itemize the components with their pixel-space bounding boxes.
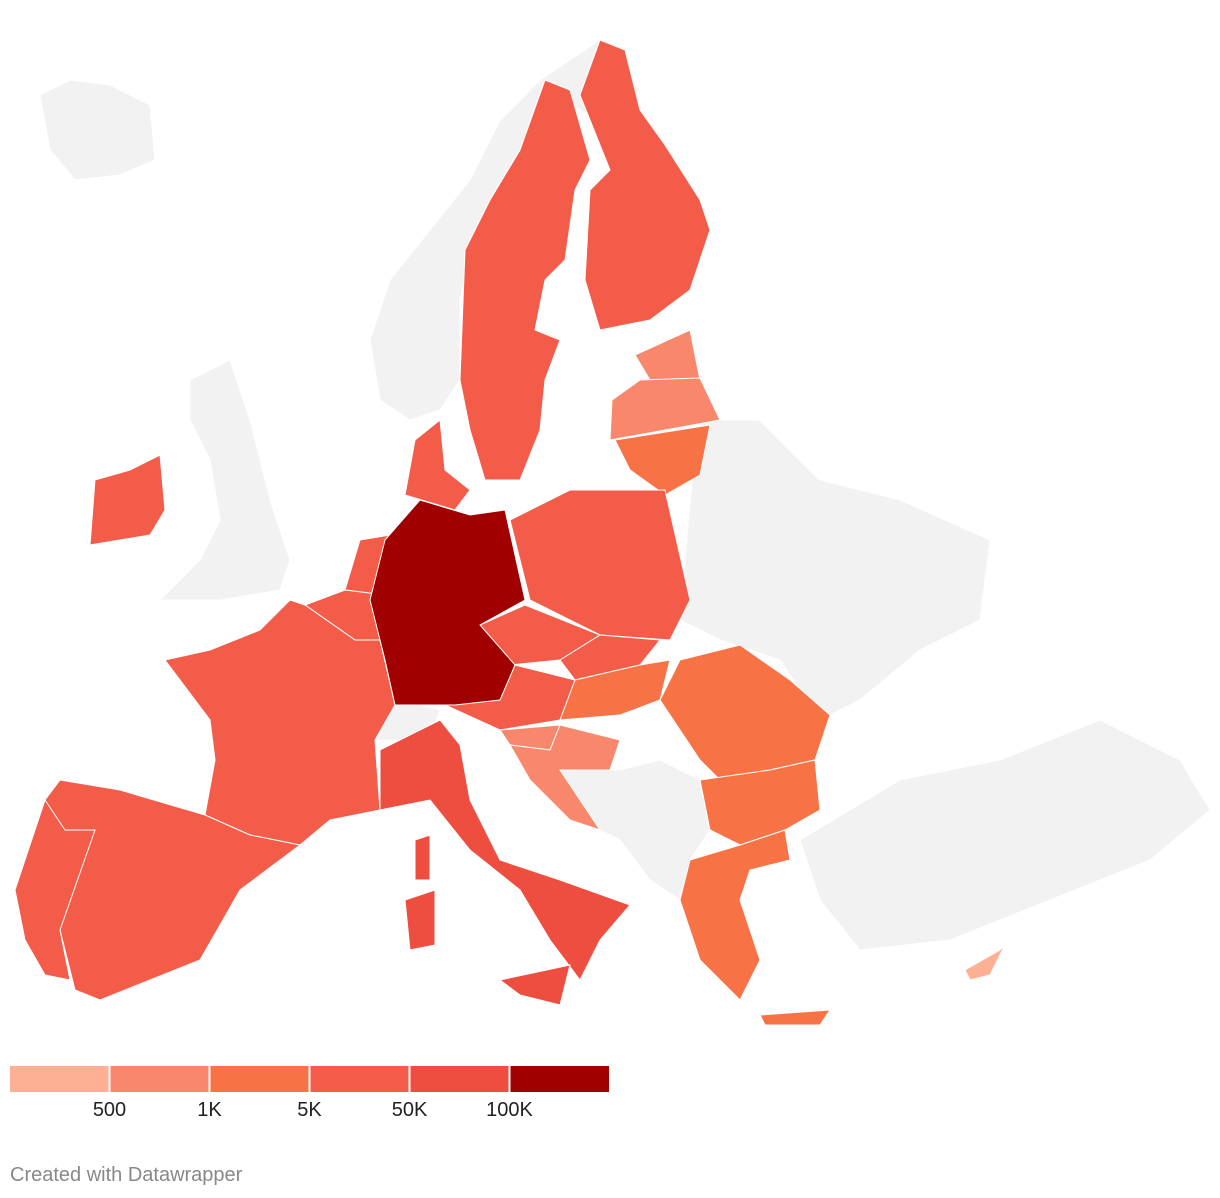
non-eu-region [158, 359, 291, 601]
legend-swatch [10, 1066, 109, 1092]
country [509, 489, 691, 641]
country [89, 454, 166, 546]
tick-label: 500 [93, 1099, 126, 1121]
country [579, 39, 711, 331]
country [14, 798, 96, 981]
country [379, 719, 631, 981]
legend-swatch [310, 1066, 409, 1092]
country [609, 377, 721, 441]
country [498, 964, 571, 1006]
country [414, 834, 431, 881]
country [614, 424, 711, 496]
tick-label: 5K [297, 1099, 322, 1121]
non-eu-region [39, 79, 156, 181]
country [459, 79, 591, 481]
country [634, 329, 701, 381]
country [699, 759, 821, 846]
country [559, 634, 661, 681]
tick-label: 50K [392, 1099, 428, 1121]
country [404, 419, 471, 511]
legend-swatch [210, 1066, 309, 1092]
legend-swatch [110, 1066, 209, 1092]
tick-label: 1K [197, 1099, 222, 1121]
footer: Created with Datawrapper [10, 1164, 243, 1186]
tick-label: 100K [486, 1099, 533, 1121]
non-eu-region [679, 419, 991, 721]
non-eu-region [799, 719, 1211, 951]
country [964, 944, 1006, 981]
country [679, 829, 791, 1001]
country [759, 1009, 831, 1026]
country [404, 889, 436, 951]
legend-swatch [510, 1066, 609, 1092]
map [14, 39, 1211, 1026]
country [369, 499, 526, 706]
legend: 500 1K 5K 50K 100K [10, 1066, 609, 1121]
country [509, 724, 621, 831]
legend-swatch [410, 1066, 509, 1092]
